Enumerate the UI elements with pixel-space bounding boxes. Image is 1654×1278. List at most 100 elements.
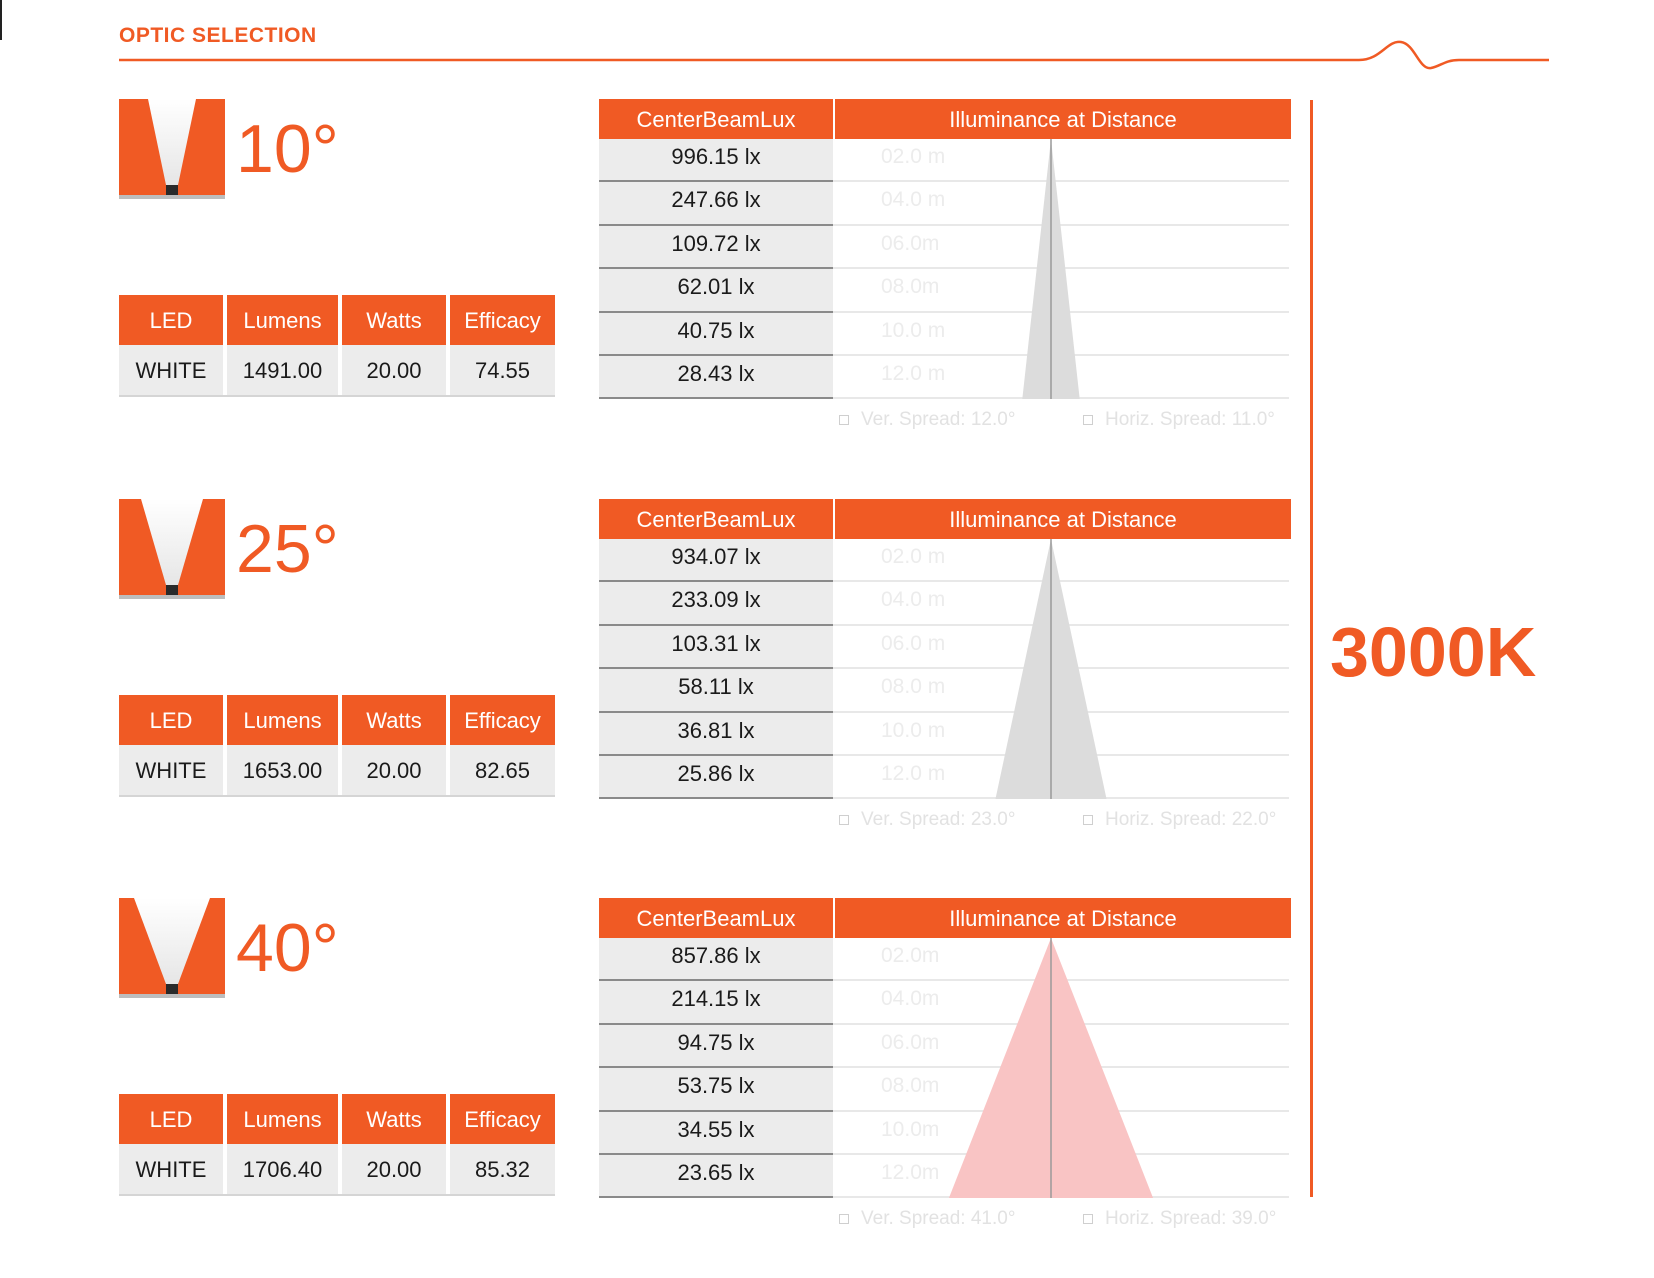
table-row: 94.75 lx 06.0m: [599, 1024, 1291, 1069]
legend-box-icon: [839, 414, 849, 425]
lumens-header: Lumens: [227, 695, 338, 745]
efficacy-value: 82.65: [450, 745, 555, 795]
table-row: 34.55 lx 10.0m: [599, 1111, 1291, 1155]
table-row: 36.81 lx 10.0 m: [599, 712, 1291, 756]
center-beam-lux-value: 62.01 lx: [599, 269, 833, 313]
table-row: 233.09 lx 04.0 m: [599, 582, 1291, 626]
distance-cell: 08.0 m: [833, 669, 1289, 713]
led-value: WHITE: [119, 1144, 223, 1194]
illuminance-header: Illuminance at Distance: [835, 499, 1291, 539]
distance-label: 08.0m: [881, 275, 940, 299]
spec-table: LED Lumens Watts Efficacy WHITE 1706.40 20.00 8…: [119, 1094, 555, 1196]
optic-beam-icon: [119, 499, 225, 599]
table-row: 25.86 lx 12.0 m: [599, 755, 1291, 800]
distance-cell: 08.0m: [833, 269, 1289, 313]
led-value: WHITE: [119, 345, 223, 395]
page-title: OPTIC SELECTION: [119, 24, 317, 47]
distance-label: 04.0 m: [881, 188, 946, 212]
distance-label: 12.0 m: [881, 761, 946, 785]
center-beam-lux-value: 934.07 lx: [599, 539, 833, 583]
distance-label: 10.0 m: [881, 318, 946, 342]
center-beam-lux-value: 25.86 lx: [599, 755, 833, 800]
table-row: 996.15 lx 02.0 m: [599, 139, 1291, 183]
center-beam-lux-value: 58.11 lx: [599, 669, 833, 713]
table-row: 103.31 lx 06.0 m: [599, 625, 1291, 670]
optic-beam-icon: [119, 898, 225, 998]
legend-box-icon: [1083, 814, 1093, 825]
illuminance-header: Illuminance at Distance: [835, 99, 1291, 139]
led-header: LED: [119, 295, 223, 345]
beam-angle-label: 40°: [236, 910, 339, 986]
distance-cell: 10.0m: [833, 1112, 1289, 1155]
distance-cell: 08.0m: [833, 1068, 1289, 1112]
center-beam-lux-value: 109.72 lx: [599, 225, 833, 270]
distance-label: 12.0 m: [881, 361, 946, 385]
distance-cell: 12.0 m: [833, 756, 1289, 800]
optic-section: 10° LED Lumens Watts Efficacy WHITE 1491.00 20.…: [0, 99, 1654, 479]
beam-angle-label: 25°: [236, 511, 339, 587]
illuminance-table: CenterBeamLux Illuminance at Distance 934.…: [599, 499, 1291, 839]
distance-label: 12.0m: [881, 1160, 940, 1184]
legend-box-icon: [1083, 414, 1093, 425]
optic-section: 25° LED Lumens Watts Efficacy WHITE 1653.00 20.…: [0, 499, 1654, 879]
beam-angle-label: 10°: [236, 111, 339, 187]
watts-value: 20.00: [342, 745, 446, 795]
vertical-spread: Ver. Spread: 41.0°: [839, 1208, 1015, 1230]
distance-cell: 12.0 m: [833, 356, 1289, 400]
lumens-header: Lumens: [227, 1094, 338, 1144]
table-row: 58.11 lx 08.0 m: [599, 669, 1291, 713]
table-row: 23.65 lx 12.0m: [599, 1154, 1291, 1199]
horizontal-spread: Horiz. Spread: 39.0°: [1083, 1208, 1276, 1230]
illuminance-table: CenterBeamLux Illuminance at Distance 996.…: [599, 99, 1291, 439]
distance-label: 08.0m: [881, 1074, 940, 1098]
watts-value: 20.00: [342, 1144, 446, 1194]
distance-label: 02.0 m: [881, 145, 946, 168]
center-beam-lux-header: CenterBeamLux: [599, 499, 835, 539]
table-row: 934.07 lx 02.0 m: [599, 539, 1291, 583]
led-value: WHITE: [119, 745, 223, 795]
vertical-divider: [1310, 100, 1313, 1197]
lumens-header: Lumens: [227, 295, 338, 345]
legend-box-icon: [1083, 1213, 1093, 1224]
led-header: LED: [119, 1094, 223, 1144]
horizontal-spread-label: Horiz. Spread: 11.0°: [1105, 409, 1275, 430]
horizontal-spread: Horiz. Spread: 11.0°: [1083, 409, 1275, 431]
table-row: 40.75 lx 10.0 m: [599, 312, 1291, 356]
table-row: 53.75 lx 08.0m: [599, 1068, 1291, 1112]
table-row: 109.72 lx 06.0m: [599, 225, 1291, 270]
table-row: 28.43 lx 12.0 m: [599, 355, 1291, 400]
table-row: 247.66 lx 04.0 m: [599, 182, 1291, 226]
distance-label: 10.0 m: [881, 718, 946, 742]
lumens-value: 1491.00: [227, 345, 338, 395]
distance-label: 02.0m: [881, 944, 940, 967]
table-row: 214.15 lx 04.0m: [599, 981, 1291, 1025]
center-beam-lux-value: 996.15 lx: [599, 139, 833, 183]
illuminance-header: Illuminance at Distance: [835, 898, 1291, 938]
table-row: 857.86 lx 02.0m: [599, 938, 1291, 982]
legend-box-icon: [839, 814, 849, 825]
center-beam-lux-value: 40.75 lx: [599, 312, 833, 356]
distance-cell: 06.0m: [833, 226, 1289, 270]
distance-label: 04.0 m: [881, 588, 946, 612]
distance-label: 08.0 m: [881, 675, 946, 699]
color-temperature-label: 3000K: [1330, 613, 1537, 691]
vertical-spread: Ver. Spread: 12.0°: [839, 409, 1015, 431]
horizontal-spread: Horiz. Spread: 22.0°: [1083, 809, 1276, 831]
lumens-value: 1653.00: [227, 745, 338, 795]
title-divider: [119, 40, 1549, 70]
center-beam-lux-value: 103.31 lx: [599, 625, 833, 670]
page-edge-mark: [0, 0, 2, 40]
distance-cell: 10.0 m: [833, 313, 1289, 356]
distance-cell: 10.0 m: [833, 713, 1289, 756]
table-row: 62.01 lx 08.0m: [599, 269, 1291, 313]
center-beam-lux-value: 23.65 lx: [599, 1154, 833, 1199]
efficacy-header: Efficacy: [450, 1094, 555, 1144]
illuminance-table: CenterBeamLux Illuminance at Distance 857.…: [599, 898, 1291, 1238]
efficacy-value: 85.32: [450, 1144, 555, 1194]
efficacy-value: 74.55: [450, 345, 555, 395]
vertical-spread-label: Ver. Spread: 41.0°: [861, 1208, 1016, 1229]
distance-cell: 06.0m: [833, 1025, 1289, 1069]
distance-label: 06.0 m: [881, 631, 946, 655]
optic-beam-icon: [119, 99, 225, 199]
distance-cell: 04.0 m: [833, 182, 1289, 226]
